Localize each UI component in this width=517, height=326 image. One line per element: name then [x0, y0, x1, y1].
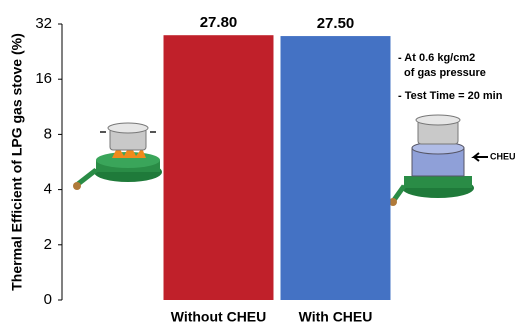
bar — [163, 35, 274, 300]
annotation: CHEU — [490, 151, 516, 161]
y-tick-label: 16 — [35, 70, 52, 87]
stove-illustration — [73, 122, 162, 190]
y-tick-label: 32 — [35, 15, 52, 32]
y-tick-label: 4 — [44, 181, 52, 198]
value-label: 27.50 — [317, 15, 355, 32]
y-tick-label: 8 — [44, 125, 52, 142]
x-tick-label: With CHEU — [299, 309, 373, 325]
x-tick-label: Without CHEU — [171, 309, 267, 325]
stove-cheu-illustration — [389, 114, 488, 206]
y-tick-label: 2 — [44, 236, 52, 253]
y-axis-title: Thermal Efficient of LPG gas stove (%) — [9, 33, 25, 291]
value-label: 27.80 — [200, 14, 238, 31]
y-tick-label: 0 — [44, 291, 52, 308]
annotation: - Test Time = 20 min — [398, 90, 503, 102]
bar — [280, 36, 391, 301]
annotation: of gas pressure — [404, 67, 486, 79]
annotation: - At 0.6 kg/cm2 — [398, 52, 475, 64]
